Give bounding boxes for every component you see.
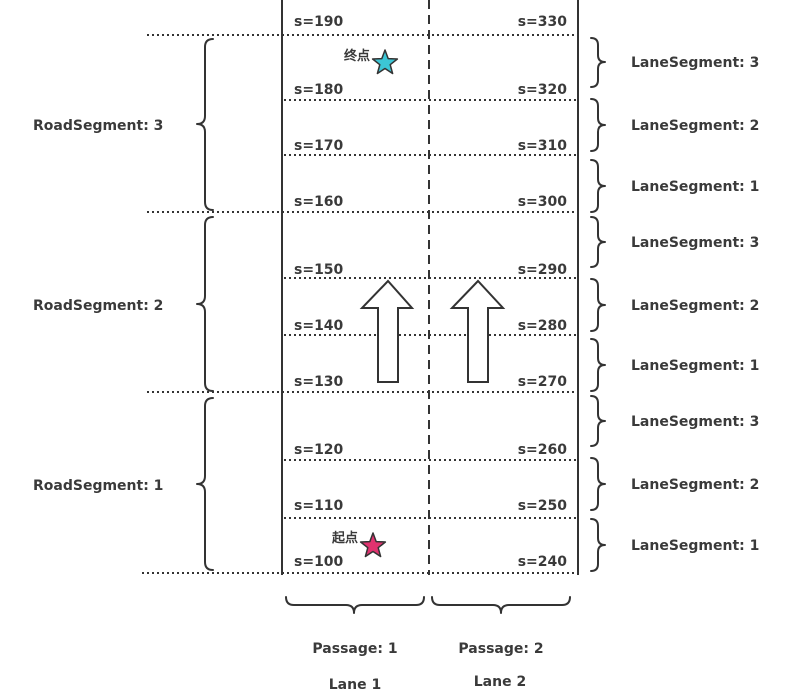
passage-brace (285, 596, 425, 614)
lane-label: Lane 2 (474, 674, 526, 690)
s-label: s=120 (294, 442, 344, 458)
s-label: s=280 (518, 318, 568, 334)
lane-segment-brace (590, 159, 606, 213)
s-label: s=240 (518, 554, 568, 570)
road-segment-label: RoadSegment: 3 (33, 118, 163, 134)
lane1-direction-arrow (359, 279, 415, 383)
lane-segment-brace (590, 37, 606, 88)
lane-segment-brace (590, 457, 606, 511)
road-segment-braces (196, 38, 214, 571)
s-label: s=260 (518, 442, 568, 458)
lane2-s-labels: s=330 s=320 s=310 s=300 s=290 s=280 s=27… (518, 14, 568, 570)
lane-segment-label: LaneSegment: 1 (631, 179, 759, 195)
s-label: s=320 (518, 82, 568, 98)
s-label: s=140 (294, 318, 344, 334)
passage-labels: Passage: 1 Passage: 2 Lane 1 Lane 2 (312, 641, 543, 693)
lane-segment-brace (590, 98, 606, 152)
s-label: s=180 (294, 82, 344, 98)
lane-segment-braces (590, 37, 606, 572)
passage-braces (285, 596, 571, 614)
end-point-label: 终点 (344, 48, 370, 64)
road-segment-labels: RoadSegment: 3 RoadSegment: 2 RoadSegmen… (33, 118, 163, 494)
s-label: s=170 (294, 138, 344, 154)
start-star-icon (359, 532, 387, 558)
lane-segment-brace (590, 395, 606, 447)
road-segment-brace (196, 216, 214, 392)
road-segment-label: RoadSegment: 1 (33, 478, 163, 494)
s-label: s=100 (294, 554, 344, 570)
lane-segment-labels: LaneSegment: 3 LaneSegment: 2 LaneSegmen… (631, 55, 759, 554)
passage-brace (431, 596, 571, 614)
end-star-icon (371, 49, 399, 75)
s-label: s=160 (294, 194, 344, 210)
s-label: s=130 (294, 374, 344, 390)
s-label: s=310 (518, 138, 568, 154)
lane-segment-label: LaneSegment: 3 (631, 235, 759, 251)
road-segment-brace (196, 397, 214, 571)
lane-segment-label: LaneSegment: 2 (631, 118, 759, 134)
lane2-direction-arrow (449, 279, 506, 383)
road-segment-brace (196, 38, 214, 211)
road-segment-label: RoadSegment: 2 (33, 298, 163, 314)
s-label: s=290 (518, 262, 568, 278)
s-label: s=150 (294, 262, 344, 278)
passage-label: Passage: 2 (458, 641, 543, 657)
lane-segment-brace (590, 338, 606, 392)
lane-segment-brace (590, 518, 606, 572)
lane-segment-label: LaneSegment: 1 (631, 538, 759, 554)
s-label: s=190 (294, 14, 344, 30)
lane-segment-label: LaneSegment: 2 (631, 477, 759, 493)
s-label: s=330 (518, 14, 568, 30)
segment-boundaries (142, 34, 578, 574)
s-label: s=250 (518, 498, 568, 514)
lane-segment-label: LaneSegment: 2 (631, 298, 759, 314)
lane1-s-labels: s=190 s=180 s=170 s=160 s=150 s=140 s=13… (294, 14, 344, 570)
lane-segment-label: LaneSegment: 1 (631, 358, 759, 374)
start-point-label: 起点 (331, 530, 358, 546)
lane-segment-label: LaneSegment: 3 (631, 414, 759, 430)
s-label: s=110 (294, 498, 344, 514)
s-label: s=300 (518, 194, 568, 210)
lane-segment-label: LaneSegment: 3 (631, 55, 759, 71)
lane-segment-brace (590, 278, 606, 332)
lane-label: Lane 1 (329, 677, 381, 693)
lane-segment-brace (590, 216, 606, 268)
s-label: s=270 (518, 374, 568, 390)
passage-label: Passage: 1 (312, 641, 397, 657)
